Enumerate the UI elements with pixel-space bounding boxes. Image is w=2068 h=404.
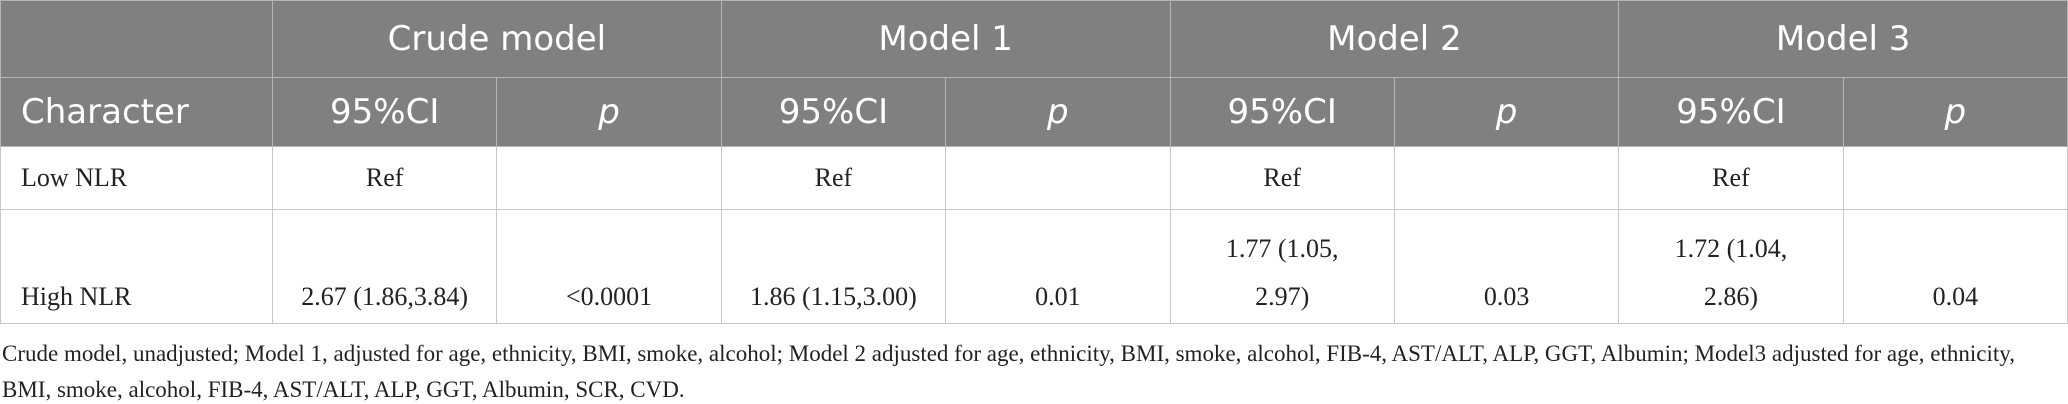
cell: 1.77 (1.05, 2.97)	[1169, 209, 1395, 324]
cell: <0.0001	[496, 209, 722, 324]
table-row: High NLR 2.67 (1.86,3.84) <0.0001 1.86 (1.1…	[0, 209, 2068, 324]
table-row: Low NLR Ref Ref Ref Ref	[0, 146, 2068, 210]
cell-text: 0.04	[1932, 282, 1979, 311]
cell: 0.03	[1393, 209, 1620, 324]
group-header: Model 3	[1618, 0, 2068, 78]
cell: Ref	[720, 146, 947, 210]
group-header: Model 2	[1169, 0, 1620, 78]
cell: 1.72 (1.04, 2.86)	[1618, 209, 1844, 324]
cell: 0.04	[1842, 209, 2068, 324]
sub-header: p	[1393, 77, 1620, 147]
cell-text: Ref	[1712, 163, 1750, 192]
cell-text: 1.77 (1.05, 2.97)	[1225, 234, 1339, 311]
cell: 0.01	[945, 209, 1171, 324]
cell-text: 2.67 (1.86,3.84)	[301, 282, 469, 311]
results-table: Crude model Model 1 Model 2 Model 3 Charact…	[0, 0, 2068, 324]
cell-text: <0.0001	[565, 282, 653, 311]
cell-text: Low NLR	[21, 163, 128, 192]
sub-header: p	[496, 77, 722, 147]
sub-header: 95%CI	[1618, 77, 1844, 147]
cell	[496, 146, 722, 210]
character-header: Character	[0, 77, 273, 147]
group-header-row: Crude model Model 1 Model 2 Model 3	[0, 0, 2068, 78]
sub-header: 95%CI	[271, 77, 498, 147]
cell-text: Ref	[814, 163, 853, 192]
cell-text: High NLR	[21, 282, 132, 311]
sub-header: p	[945, 77, 1171, 147]
cell	[945, 146, 1171, 210]
cell	[1842, 146, 2068, 210]
cell-text: 1.86 (1.15,3.00)	[750, 282, 917, 311]
empty-header	[0, 0, 273, 78]
cell	[1393, 146, 1620, 210]
group-header: Crude model	[272, 0, 722, 78]
cell-text: 1.72 (1.04, 2.86)	[1674, 234, 1788, 311]
cell-text: 0.03	[1483, 282, 1530, 311]
cell-text: 0.01	[1035, 282, 1081, 311]
cell: Ref	[271, 146, 498, 210]
cell: 1.86 (1.15,3.00)	[720, 209, 947, 324]
row-label: Low NLR	[0, 146, 273, 210]
sub-header: p	[1842, 77, 2068, 147]
group-header: Model 1	[720, 0, 1171, 78]
cell: Ref	[1618, 146, 1844, 210]
row-label: High NLR	[0, 209, 273, 324]
table-body: Low NLR Ref Ref Ref Ref High NLR 2.67 (1.86,3.…	[0, 146, 2068, 324]
cell: 2.67 (1.86,3.84)	[271, 209, 498, 324]
cell: Ref	[1169, 146, 1395, 210]
cell-text: Ref	[1263, 163, 1301, 192]
sub-header: 95%CI	[1169, 77, 1395, 147]
footnote: Crude model, unadjusted; Model 1, adjust…	[2, 341, 2016, 402]
sub-header: 95%CI	[720, 77, 947, 147]
sub-header-row: Character 95%CI p 95%CI p 95%CI p 95%CI p	[0, 77, 2068, 147]
cell-text: Ref	[365, 163, 404, 192]
